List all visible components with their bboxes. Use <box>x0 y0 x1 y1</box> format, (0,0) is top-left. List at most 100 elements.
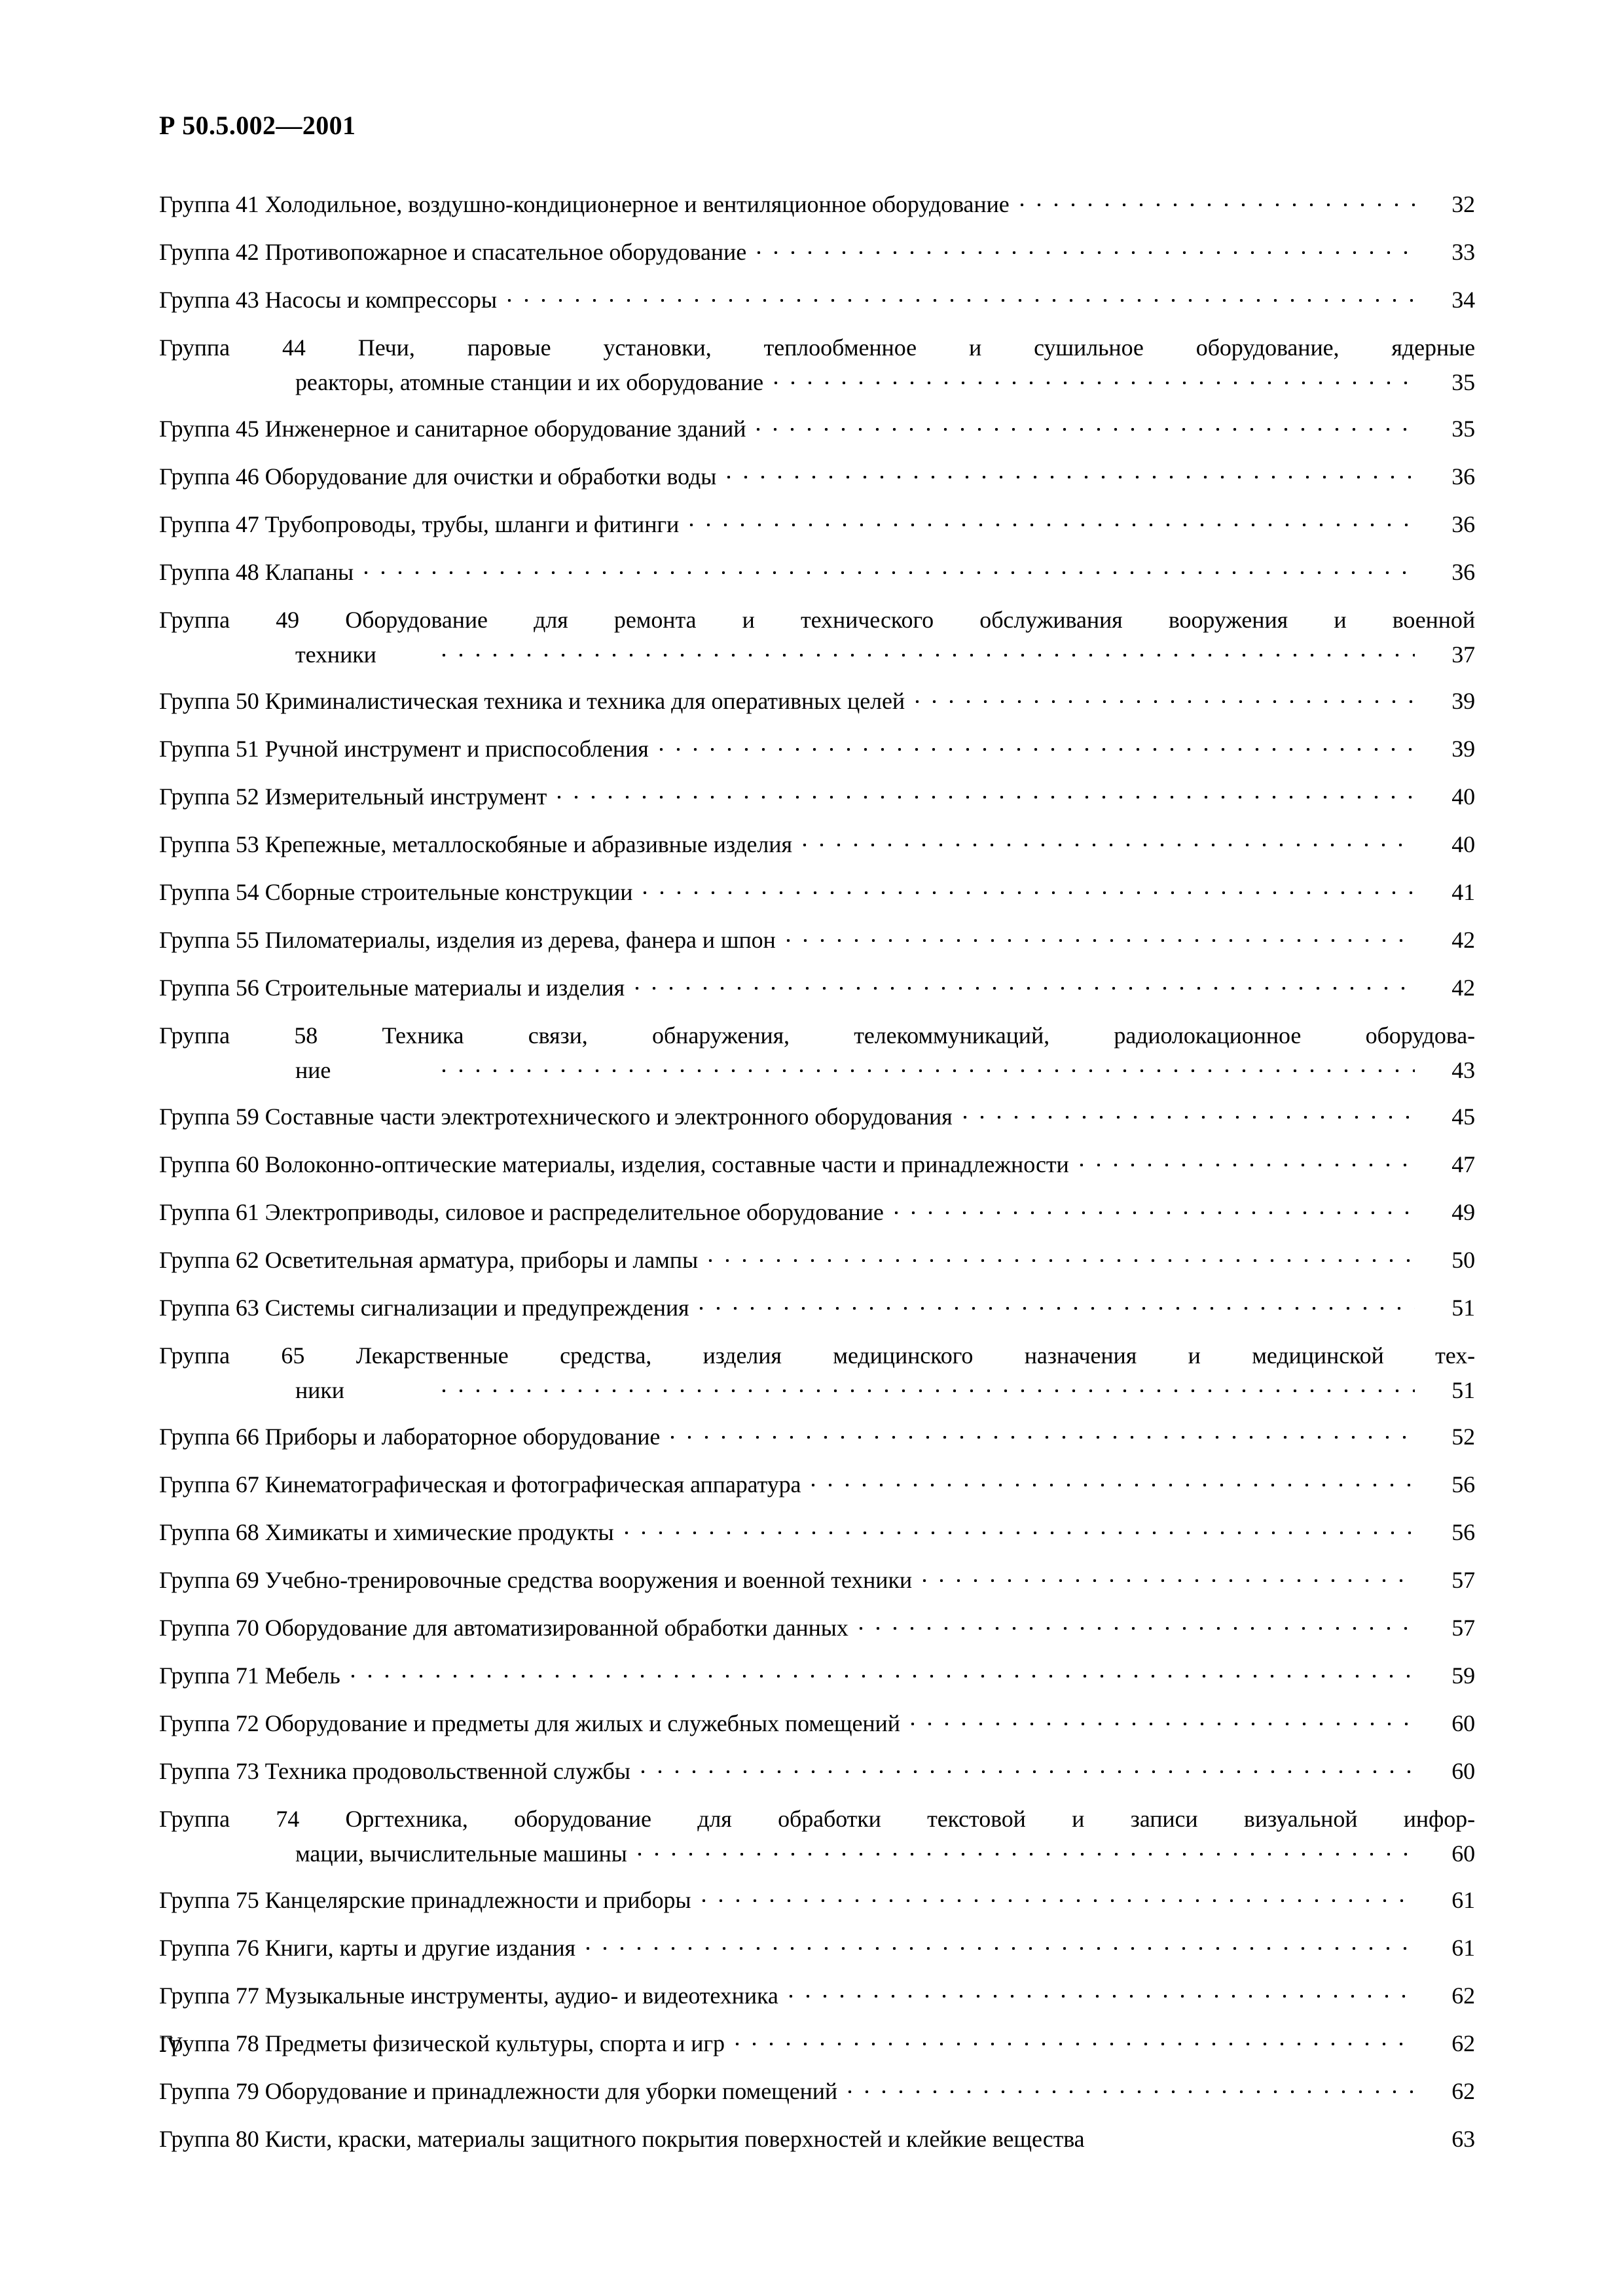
toc-entry-page-number: 62 <box>1451 2078 1475 2104</box>
toc-entry-row: Группа 79 Оборудование и принадлежности … <box>159 2074 1475 2109</box>
toc-entry[interactable]: Группа 62 Осветительная арматура, прибор… <box>159 1243 1475 1278</box>
toc-entry[interactable]: Группа 79 Оборудование и принадлежности … <box>159 2074 1475 2109</box>
toc-entry-row: Группа 73 Техника продовольственной служ… <box>159 1754 1475 1789</box>
dot-leader <box>786 929 1415 952</box>
toc-entry[interactable]: Группа 61 Электроприводы, силовое и расп… <box>159 1195 1475 1230</box>
toc-entry[interactable]: Группа 44 Печи, паровые установки, тепло… <box>159 331 1475 400</box>
toc-entry-page-number: 56 <box>1451 1519 1475 1545</box>
toc-entry[interactable]: Группа 43 Насосы и компрессоры 34 <box>159 283 1475 317</box>
toc-entry[interactable]: Группа 66 Приборы и лабораторное оборудо… <box>159 1420 1475 1454</box>
dot-leader <box>727 465 1415 489</box>
toc-entry[interactable]: Группа 67 Кинематографическая и фотограф… <box>159 1467 1475 1502</box>
dot-leader <box>350 1664 1415 1688</box>
toc-entry-title-text: Насосы и компрессоры <box>264 287 497 313</box>
dot-leader <box>922 1569 1415 1592</box>
toc-entry-page-number: 61 <box>1451 1935 1475 1961</box>
dot-leader <box>1095 2128 1415 2151</box>
toc-entry[interactable]: Группа 76 Книги, карты и другие издания 6… <box>159 1931 1475 1965</box>
toc-entry-page-number: 36 <box>1451 559 1475 585</box>
toc-entry-page-number: 41 <box>1451 879 1475 905</box>
toc-entry-label: Группа 68 <box>159 1519 265 1545</box>
dot-leader <box>689 513 1415 537</box>
toc-entry-label: Группа 74 <box>159 1806 346 1832</box>
toc-entry[interactable]: Группа 68 Химикаты и химические продукты… <box>159 1515 1475 1550</box>
toc-entry-title: Группа 45 Инженерное и санитарное оборуд… <box>159 412 746 446</box>
toc-entry[interactable]: Группа 52 Измерительный инструмент 40 <box>159 780 1475 814</box>
toc-entry-title: Группа 59 Составные части электротехниче… <box>159 1100 953 1134</box>
dot-leader <box>962 1105 1415 1129</box>
toc-entry-page-number: 59 <box>1451 1662 1475 1689</box>
toc-entry-page-number: 62 <box>1451 1982 1475 2009</box>
toc-entry[interactable]: Группа 74 Оргтехника, оборудование для о… <box>159 1802 1475 1871</box>
toc-entry[interactable]: Группа 70 Оборудование для автоматизиров… <box>159 1611 1475 1645</box>
toc-entry-title-text: Электроприводы, силовое и распределитель… <box>264 1199 884 1225</box>
toc-entry[interactable]: Группа 58 Техника связи, обнаружения, те… <box>159 1018 1475 1088</box>
toc-entry[interactable]: Группа 60 Волоконно-оптические материалы… <box>159 1147 1475 1182</box>
toc-entry-title: Группа 70 Оборудование для автоматизиров… <box>159 1611 848 1645</box>
toc-entry[interactable]: Группа 45 Инженерное и санитарное оборуд… <box>159 412 1475 446</box>
toc-entry[interactable]: Группа 75 Канцелярские принадлежности и … <box>159 1883 1475 1918</box>
toc-entry-label: Группа 46 <box>159 463 265 490</box>
toc-entry-page-number: 47 <box>1451 1151 1475 1177</box>
toc-entry[interactable]: Группа 51 Ручной инструмент и приспособл… <box>159 732 1475 766</box>
toc-entry[interactable]: Группа 63 Системы сигнализации и предупр… <box>159 1291 1475 1325</box>
toc-entry[interactable]: Группа 73 Техника продовольственной служ… <box>159 1754 1475 1789</box>
toc-entry[interactable]: Группа 80 Кисти, краски, материалы защит… <box>159 2122 1475 2157</box>
toc-entry[interactable]: Группа 50 Криминалистическая техника и т… <box>159 684 1475 719</box>
page-folio: IV <box>159 2033 183 2057</box>
toc-entry[interactable]: Группа 56 Строительные материалы и издел… <box>159 971 1475 1005</box>
toc-entry-page-number: 33 <box>1451 239 1475 265</box>
toc-entry[interactable]: Группа 53 Крепежные, металлоскобяные и а… <box>159 827 1475 862</box>
toc-entry-row: Группа 54 Сборные строительные конструкц… <box>159 875 1475 910</box>
toc-entry-page-number: 40 <box>1451 783 1475 810</box>
toc-entry-title-text: Инженерное и санитарное оборудование зда… <box>264 416 746 442</box>
dot-leader <box>910 1712 1415 1736</box>
toc-entry-row: Группа 78 Предметы физической культуры, … <box>159 2026 1475 2061</box>
toc-entry[interactable]: Группа 49 Оборудование для ремонта и тех… <box>159 603 1475 672</box>
toc-entry[interactable]: Группа 46 Оборудование для очистки и обр… <box>159 459 1475 494</box>
toc-entry-page-number: 40 <box>1451 831 1475 857</box>
toc-entry-title: Группа 60 Волоконно-оптические материалы… <box>159 1147 1069 1182</box>
toc-entry[interactable]: Группа 77 Музыкальные инструменты, аудио… <box>159 1979 1475 2013</box>
toc-entry-label: Группа 43 <box>159 287 265 313</box>
toc-entry-page-number: 36 <box>1451 511 1475 537</box>
toc-entry-title-text: Ручной инструмент и приспособления <box>264 736 649 762</box>
toc-entry-label: Группа 70 <box>159 1615 265 1641</box>
toc-entry-title-text: Книги, карты и другие издания <box>264 1935 575 1961</box>
toc-entry-title: Группа 63 Системы сигнализации и предупр… <box>159 1291 689 1325</box>
toc-entry-title-text: Техника продовольственной службы <box>264 1758 630 1784</box>
toc-entry-title: Группа 54 Сборные строительные конструкц… <box>159 875 633 910</box>
dot-leader <box>811 1473 1415 1497</box>
toc-entry[interactable]: Группа 48 Клапаны 36 <box>159 555 1475 590</box>
dot-leader <box>708 1249 1415 1272</box>
toc-entry-label: Группа 67 <box>159 1471 265 1498</box>
toc-entry-label: Группа 69 <box>159 1567 265 1593</box>
toc-entry-title: Печи, паровые установки, теплообменное и… <box>357 334 1475 361</box>
toc-entry-page-number: 37 <box>1451 641 1475 668</box>
toc-entry[interactable]: Группа 41 Холодильное, воздушно-кондицио… <box>159 187 1475 222</box>
toc-entry[interactable]: Группа 47 Трубопроводы, трубы, шланги и … <box>159 507 1475 542</box>
toc-entry[interactable]: Группа 71 Мебель 59 <box>159 1659 1475 1693</box>
toc-entry[interactable]: Группа 42 Противопожарное и спасательное… <box>159 235 1475 270</box>
toc-entry-title: Группа 46 Оборудование для очистки и обр… <box>159 459 716 494</box>
toc-entry[interactable]: Группа 54 Сборные строительные конструкц… <box>159 875 1475 910</box>
dot-leader <box>1079 1153 1415 1177</box>
toc-entry[interactable]: Группа 72 Оборудование и предметы для жи… <box>159 1706 1475 1741</box>
toc-entry-page-number: 60 <box>1451 1758 1475 1784</box>
toc-entry-page-number: 39 <box>1451 736 1475 762</box>
toc-entry-page-number: 57 <box>1451 1567 1475 1593</box>
toc-entry-line-continuation: мации, вычислительные машины 60 <box>295 1837 1475 1871</box>
toc-entry-line-primary: Группа 58 Техника связи, обнаружения, те… <box>159 1018 1475 1053</box>
toc-entry-label: Группа 58 <box>159 1022 382 1049</box>
dot-leader <box>701 1889 1415 1912</box>
toc-entry[interactable]: Группа 69 Учебно-тренировочные средства … <box>159 1563 1475 1598</box>
toc-entry[interactable]: Группа 78 Предметы физической культуры, … <box>159 2026 1475 2061</box>
dot-leader <box>756 418 1415 441</box>
toc-entry-title: Группа 55 Пиломатериалы, изделия из дере… <box>159 923 776 958</box>
toc-entry-title-text: Оборудование и предметы для жилых и служ… <box>264 1710 900 1736</box>
toc-entry[interactable]: Группа 55 Пиломатериалы, изделия из дере… <box>159 923 1475 958</box>
toc-entry[interactable]: Группа 65 Лекарственные средства, издели… <box>159 1338 1475 1408</box>
toc-entry[interactable]: Группа 59 Составные части электротехниче… <box>159 1100 1475 1134</box>
toc-entry-row: Группа 42 Противопожарное и спасательное… <box>159 235 1475 270</box>
toc-entry-label: Группа 42 <box>159 239 265 265</box>
